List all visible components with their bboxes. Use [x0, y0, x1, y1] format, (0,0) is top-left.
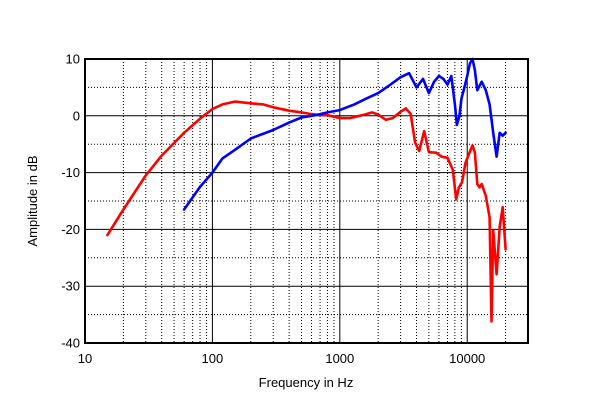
- x-tick-label: 10: [78, 351, 92, 366]
- y-tick-label: 10: [66, 52, 80, 67]
- y-tick-label: -30: [61, 279, 80, 294]
- x-axis-label: Frequency in Hz: [259, 375, 354, 390]
- y-tick-label: -20: [61, 222, 80, 237]
- x-tick-label: 10000: [449, 351, 485, 366]
- series-line-2: [182, 57, 507, 211]
- minor-grid: [85, 59, 529, 343]
- y-tick-label: -40: [61, 336, 80, 351]
- series-line-1: [106, 100, 507, 323]
- y-tick-labels: 10 0 -10 -20 -30 -40: [61, 52, 80, 351]
- series-layer: [106, 57, 507, 323]
- y-axis-label: Amplitude in dB: [25, 155, 40, 246]
- plot-frame: [84, 58, 529, 344]
- x-tick-label: 1000: [325, 351, 354, 366]
- x-tick-label: 100: [202, 351, 224, 366]
- y-tick-label: -10: [61, 165, 80, 180]
- x-tick-labels: 10 100 1000 10000: [78, 351, 486, 366]
- y-tick-label: 0: [73, 108, 80, 123]
